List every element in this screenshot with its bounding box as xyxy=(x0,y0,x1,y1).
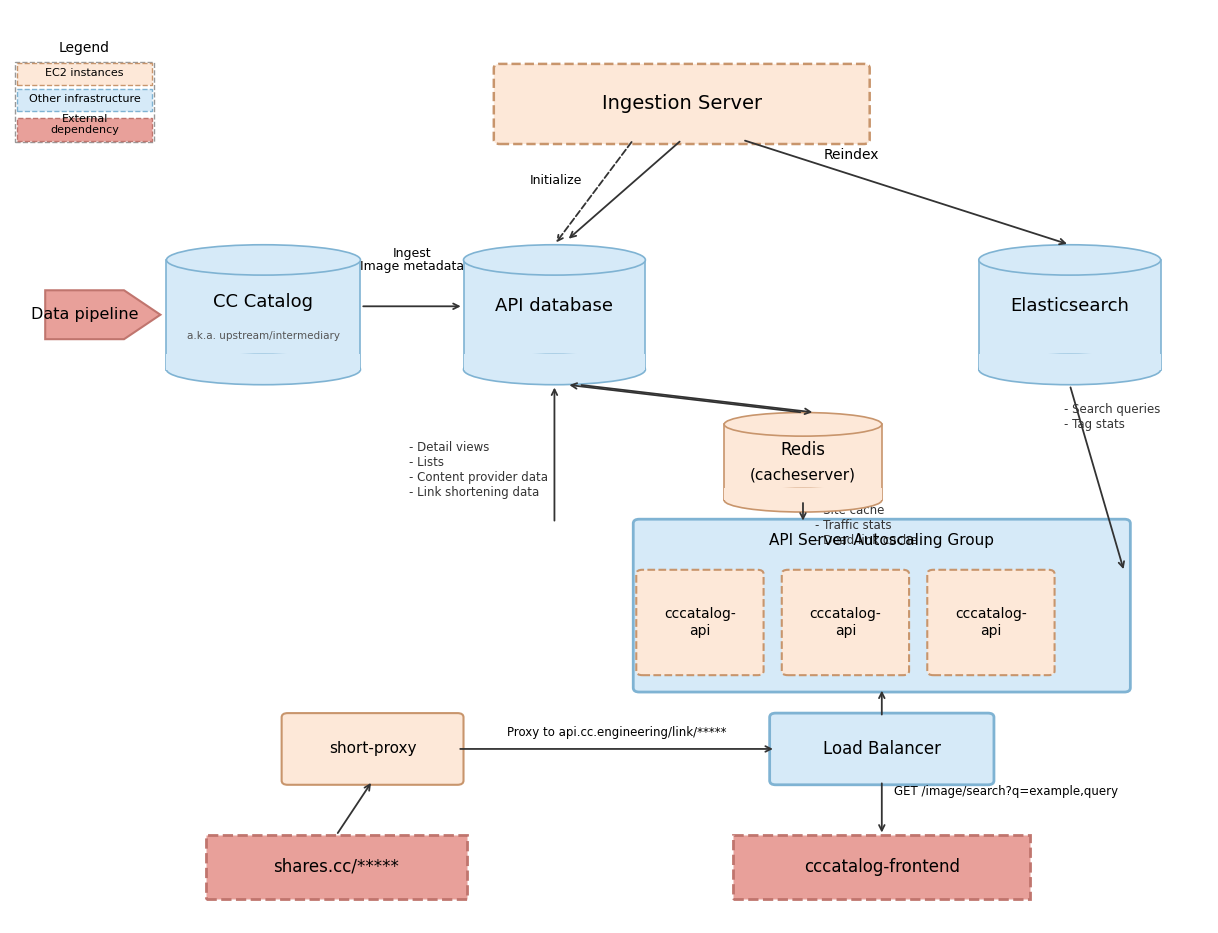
Text: short-proxy: short-proxy xyxy=(329,742,417,757)
Bar xyxy=(206,835,466,898)
Text: CC Catalog: CC Catalog xyxy=(213,293,313,311)
Text: Proxy to api.cc.engineering/link/*****: Proxy to api.cc.engineering/link/***** xyxy=(507,726,726,739)
Text: - Search queries
- Tag stats: - Search queries - Tag stats xyxy=(1063,403,1160,431)
Text: Load Balancer: Load Balancer xyxy=(823,740,940,758)
FancyBboxPatch shape xyxy=(782,570,909,675)
Text: Redis: Redis xyxy=(781,440,826,459)
Text: Initialize: Initialize xyxy=(530,174,582,187)
Text: a.k.a. upstream/intermediary: a.k.a. upstream/intermediary xyxy=(186,331,340,341)
Bar xyxy=(464,260,646,369)
Text: Reindex: Reindex xyxy=(823,148,879,162)
Bar xyxy=(17,118,152,141)
Text: - Site cache
- Traffic stats
- Dead link cache: - Site cache - Traffic stats - Dead link… xyxy=(815,505,917,548)
Text: GET /image/search?q=example,query: GET /image/search?q=example,query xyxy=(894,785,1118,798)
FancyBboxPatch shape xyxy=(493,63,870,144)
FancyArrow shape xyxy=(45,290,161,340)
FancyBboxPatch shape xyxy=(281,713,464,785)
Text: Data pipeline: Data pipeline xyxy=(30,307,139,322)
Text: External
dependency: External dependency xyxy=(50,114,119,135)
Ellipse shape xyxy=(725,488,882,512)
Text: cccatalog-
api: cccatalog- api xyxy=(810,607,882,637)
Bar xyxy=(15,62,155,142)
Text: Ingest: Ingest xyxy=(392,247,431,260)
Text: cccatalog-
api: cccatalog- api xyxy=(664,607,736,637)
Text: Elasticsearch: Elasticsearch xyxy=(1010,298,1129,315)
Text: API Server Autoscaling Group: API Server Autoscaling Group xyxy=(770,533,994,548)
Text: - Detail views
- Lists
- Content provider data
- Link shortening data: - Detail views - Lists - Content provide… xyxy=(409,441,548,499)
Text: (cacheserver): (cacheserver) xyxy=(750,467,856,482)
Ellipse shape xyxy=(979,355,1161,384)
Bar xyxy=(464,355,646,369)
Text: cccatalog-frontend: cccatalog-frontend xyxy=(804,858,960,876)
Bar xyxy=(725,488,882,500)
Text: EC2 instances: EC2 instances xyxy=(45,68,124,78)
Ellipse shape xyxy=(464,244,646,275)
Text: Image metadata: Image metadata xyxy=(359,259,464,272)
Text: API database: API database xyxy=(496,298,614,315)
Ellipse shape xyxy=(979,244,1161,275)
FancyBboxPatch shape xyxy=(770,713,994,785)
Bar xyxy=(733,835,1030,898)
Text: shares.cc/*****: shares.cc/***** xyxy=(273,858,400,876)
Bar xyxy=(17,89,152,111)
Ellipse shape xyxy=(725,412,882,436)
FancyBboxPatch shape xyxy=(636,570,764,675)
Bar xyxy=(17,63,152,85)
Text: Other infrastructure: Other infrastructure xyxy=(29,94,140,104)
Ellipse shape xyxy=(167,355,361,384)
FancyBboxPatch shape xyxy=(927,570,1055,675)
Bar xyxy=(167,260,361,369)
Text: Ingestion Server: Ingestion Server xyxy=(602,94,761,114)
Ellipse shape xyxy=(464,355,646,384)
Bar xyxy=(725,425,882,500)
Bar xyxy=(979,355,1161,369)
Bar xyxy=(979,260,1161,369)
Text: cccatalog-
api: cccatalog- api xyxy=(955,607,1027,637)
Bar xyxy=(167,355,361,369)
FancyBboxPatch shape xyxy=(633,519,1130,692)
Text: Legend: Legend xyxy=(60,41,110,55)
Ellipse shape xyxy=(167,244,361,275)
